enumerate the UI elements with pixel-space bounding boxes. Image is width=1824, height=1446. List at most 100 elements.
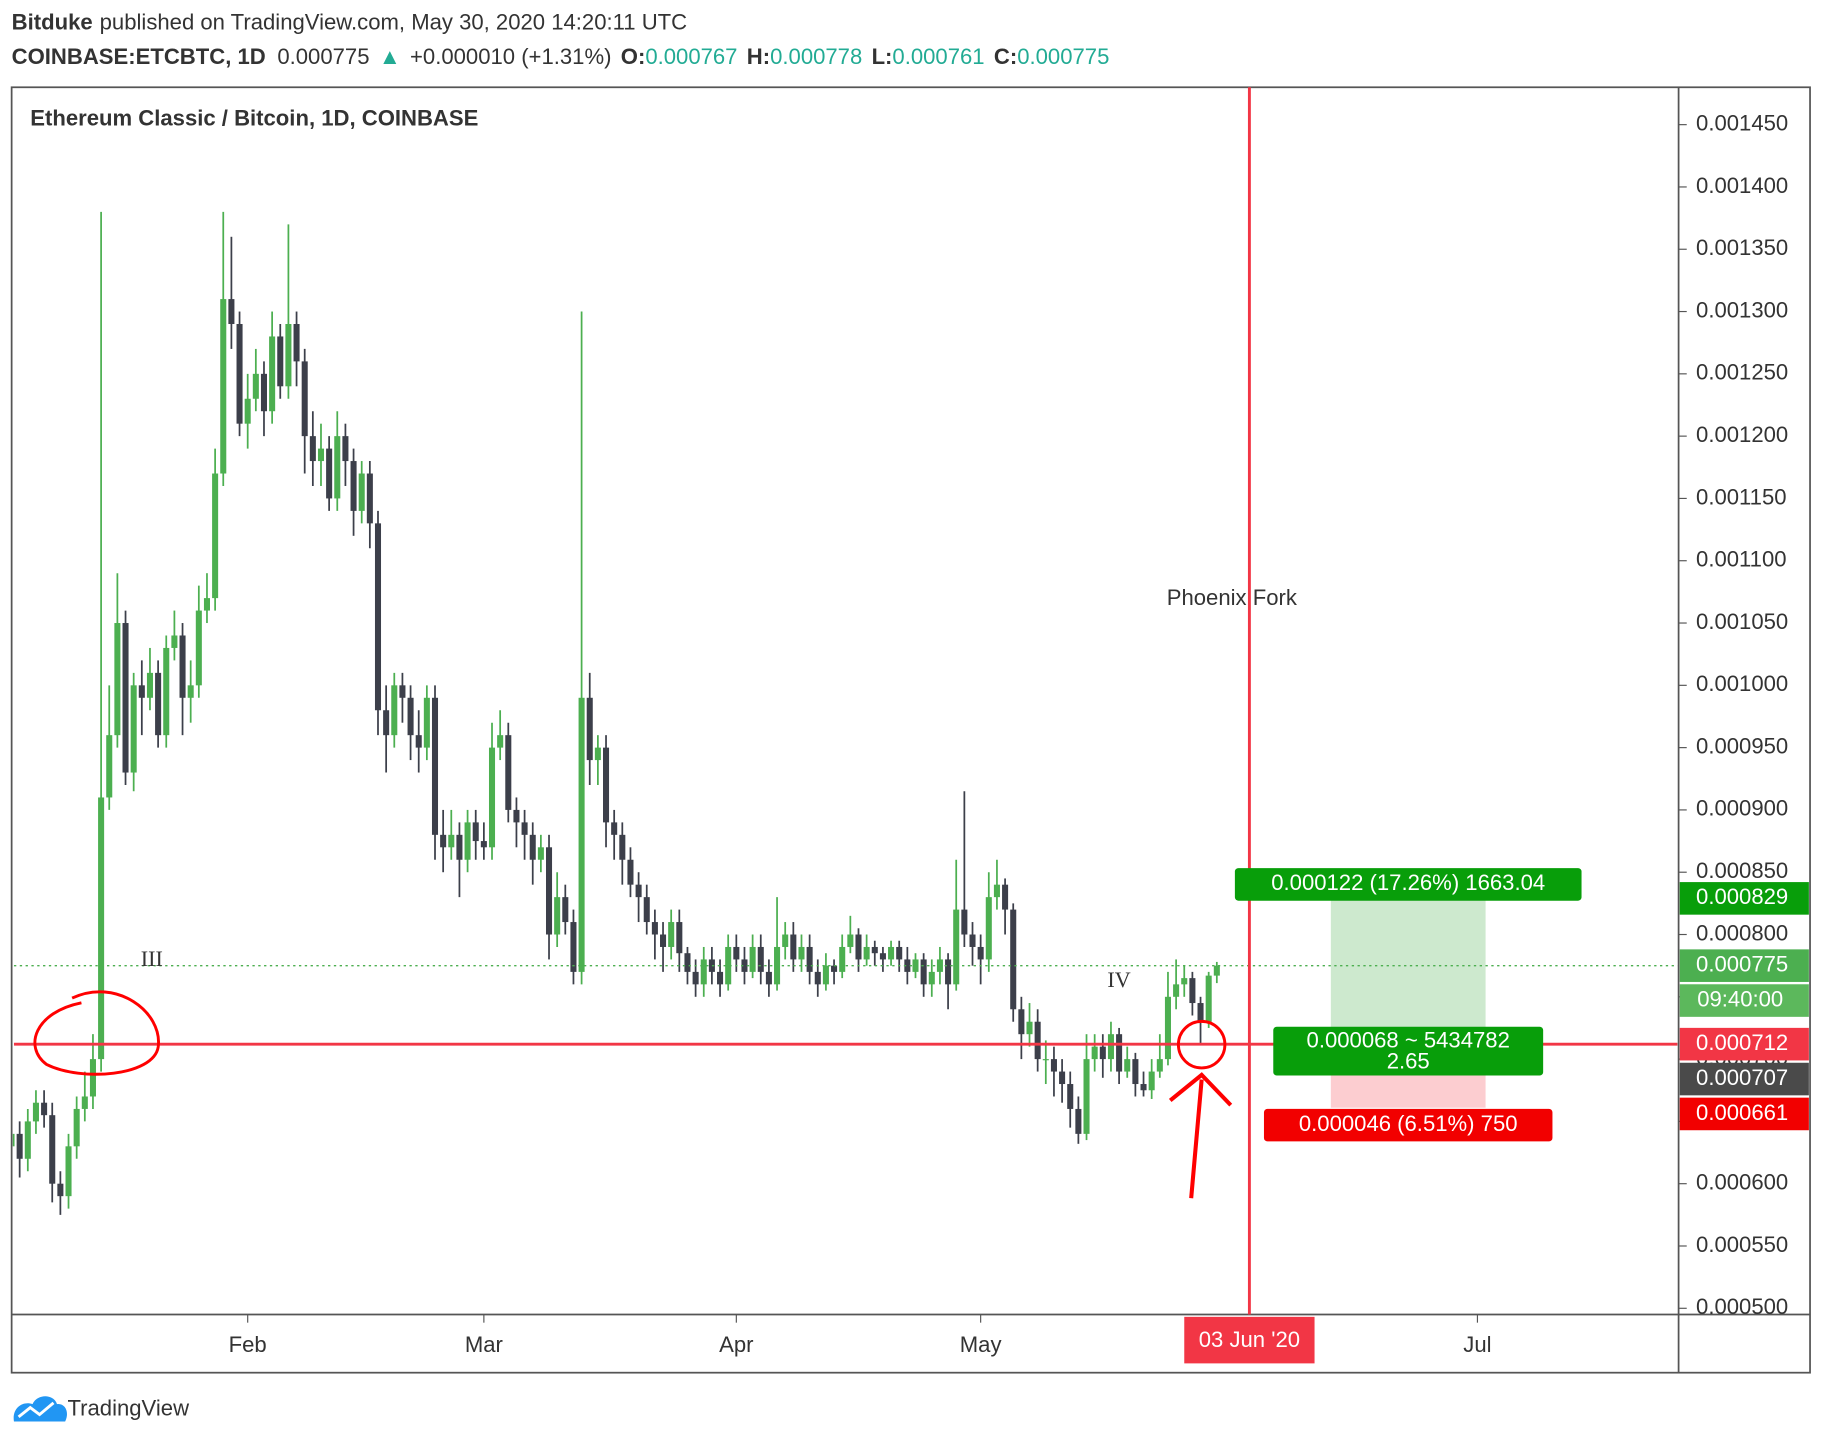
y-tick-label: 0.000550 xyxy=(1696,1232,1788,1257)
low-value: 0.000761 xyxy=(892,44,984,69)
wave-iv-label: IV xyxy=(1107,967,1130,992)
level-badge-label: 0.000712 xyxy=(1696,1030,1788,1055)
last-price-badge xyxy=(1679,949,1809,982)
candle-body xyxy=(684,953,691,972)
candle-body xyxy=(570,922,577,972)
candle-body xyxy=(977,946,984,960)
author: Bitduke xyxy=(12,9,93,34)
candle-body xyxy=(73,1108,80,1147)
candle-body xyxy=(757,946,764,972)
candle-body xyxy=(1059,1071,1066,1085)
candle-body xyxy=(537,847,544,860)
candle-body xyxy=(252,373,259,399)
candle-body xyxy=(879,953,886,960)
candle-body xyxy=(293,324,300,362)
candle-body xyxy=(1026,1021,1033,1035)
candle-body xyxy=(106,735,113,798)
x-tick-label: Mar xyxy=(465,1332,503,1357)
candle-body xyxy=(1099,1046,1106,1060)
candle-body xyxy=(236,324,243,424)
vline-date-label: 03 Jun '20 xyxy=(1199,1327,1300,1352)
candle-body xyxy=(374,523,382,711)
candle-body xyxy=(700,959,707,985)
tradingview-logo xyxy=(13,1396,67,1422)
target-info: 0.000122 (17.26%) 1663.04 xyxy=(1271,870,1545,895)
stop-info-box xyxy=(1263,1108,1553,1142)
candle-body xyxy=(65,1146,72,1197)
candle-body xyxy=(692,971,699,985)
candle-body xyxy=(89,1059,96,1097)
candle-body xyxy=(1075,1108,1082,1134)
candle-body xyxy=(741,959,748,972)
candle-body xyxy=(513,809,520,823)
candle-body xyxy=(822,965,829,985)
stop-info: 0.000046 (6.51%) 750 xyxy=(1299,1111,1518,1136)
marker-badge-label: 0.000707 xyxy=(1696,1065,1788,1090)
candle-body xyxy=(309,436,316,462)
candle-body xyxy=(187,685,194,698)
ratio-value: 2.65 xyxy=(1387,1049,1430,1074)
candle-body xyxy=(765,971,772,985)
candle-body xyxy=(782,934,789,947)
y-tick-label: 0.001000 xyxy=(1696,671,1788,696)
candle-body xyxy=(228,299,235,325)
y-tick-label: 0.001100 xyxy=(1696,547,1787,572)
candle-body xyxy=(1205,975,1212,1022)
logo-line xyxy=(17,1401,55,1419)
ratio-info: 0.000068 ~ 5434782 xyxy=(1307,1028,1510,1053)
plot-area xyxy=(12,211,1678,1215)
candle-body xyxy=(1148,1071,1155,1091)
candle-body xyxy=(203,598,210,611)
y-tick-label: 0.001250 xyxy=(1696,360,1788,385)
symbol-line: COINBASE:ETCBTC, 1D 0.000775 ▲ +0.000010 (+… xyxy=(12,44,1110,69)
y-tick-label: 0.001050 xyxy=(1696,609,1788,634)
x-tick-label: Feb xyxy=(229,1332,267,1357)
candle-body xyxy=(244,398,251,424)
candle-body xyxy=(130,685,137,773)
open-label: O: xyxy=(621,44,646,69)
chart-title: Ethereum Classic / Bitcoin, 1D, COINBASE xyxy=(30,106,478,131)
candle-body xyxy=(440,834,447,848)
candle-body xyxy=(415,735,422,748)
candle-body xyxy=(969,934,976,947)
candle-body xyxy=(366,473,373,524)
y-tick-label: 0.001350 xyxy=(1696,235,1788,260)
candle-body xyxy=(871,946,878,954)
high-label: H: xyxy=(747,44,770,69)
candle-body xyxy=(1173,984,1180,997)
candle-body xyxy=(472,822,479,842)
wave-iii-label: III xyxy=(141,946,163,971)
x-tick-label: Jul xyxy=(1463,1332,1491,1357)
candle-body xyxy=(1067,1084,1074,1109)
candle-body xyxy=(24,1121,31,1159)
candle-body xyxy=(179,635,186,698)
marker-badge xyxy=(1679,1062,1809,1096)
candle-body xyxy=(725,946,732,985)
candle-body xyxy=(635,884,642,898)
candle-body xyxy=(285,324,292,387)
candle-body xyxy=(1042,1059,1049,1061)
candle-body xyxy=(993,884,1000,898)
candle-body xyxy=(1181,978,1188,985)
candle-body xyxy=(806,946,813,972)
candle-body xyxy=(545,847,553,935)
candle-body xyxy=(497,735,504,748)
candle-body xyxy=(603,747,610,823)
level-badge xyxy=(1679,1027,1809,1061)
low-label: L: xyxy=(872,44,893,69)
candle-body xyxy=(350,461,357,511)
target-zone xyxy=(1330,898,1486,1045)
candle-body xyxy=(1018,1009,1025,1035)
candle-body xyxy=(32,1102,39,1122)
footer-brand: TradingView xyxy=(67,1396,190,1421)
y-tick-label: 0.000950 xyxy=(1696,733,1788,758)
logo-cloud xyxy=(13,1396,67,1422)
candle-body xyxy=(342,436,349,462)
candle-body xyxy=(847,934,854,947)
candle-body xyxy=(888,946,895,960)
candle-body xyxy=(57,1183,64,1197)
candle-body xyxy=(1189,978,1196,1004)
candle-body xyxy=(260,373,268,412)
candle-body xyxy=(611,822,618,835)
